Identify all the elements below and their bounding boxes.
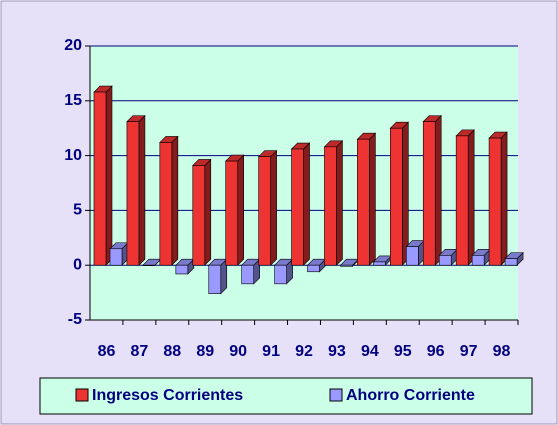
bar-front <box>109 248 123 266</box>
bar-side <box>467 129 475 266</box>
x-tick-label: 93 <box>328 343 346 360</box>
bar <box>192 158 212 266</box>
bar-side <box>303 142 310 266</box>
y-tick-label: 15 <box>64 92 82 109</box>
bar-front <box>142 264 156 267</box>
bar-front <box>93 91 107 266</box>
legend-swatch <box>75 388 89 402</box>
x-tick-label: 89 <box>196 343 214 360</box>
bar-front <box>422 121 436 266</box>
bar-side <box>434 114 442 266</box>
bar-front <box>241 264 254 285</box>
bar <box>405 239 426 266</box>
bar-side <box>105 85 113 266</box>
bar-side <box>204 158 212 266</box>
x-tick-label: 95 <box>394 343 412 360</box>
x-tick-label: 87 <box>130 343 148 360</box>
bar-side <box>270 149 277 266</box>
bar <box>109 242 129 266</box>
bar-front <box>471 255 485 266</box>
bar-front <box>208 264 222 294</box>
bar-front <box>406 246 419 266</box>
y-tick-label: 20 <box>64 37 82 54</box>
bar <box>126 114 146 266</box>
bar-front <box>291 148 304 266</box>
bar-front <box>225 160 238 266</box>
x-tick-label: 97 <box>460 343 478 360</box>
bar <box>290 142 311 266</box>
bar-front <box>373 261 386 266</box>
bar <box>159 135 179 266</box>
x-tick-label: 96 <box>427 343 445 360</box>
x-tick-label: 91 <box>262 343 280 360</box>
bar-front <box>438 255 452 266</box>
bar <box>323 140 344 266</box>
bar <box>240 258 261 285</box>
bar <box>504 251 524 266</box>
bar <box>93 85 113 266</box>
bar <box>372 255 393 266</box>
bar-front <box>390 127 403 266</box>
bar-side <box>369 132 376 266</box>
y-tick-label: 5 <box>73 202 82 219</box>
x-tick-label: 92 <box>295 343 313 360</box>
bar <box>257 149 278 266</box>
bar-front <box>126 121 140 266</box>
legend-swatch <box>329 388 343 402</box>
bar <box>422 114 442 266</box>
bar-side <box>171 135 179 266</box>
bar <box>224 154 245 266</box>
bar-front <box>324 146 337 266</box>
bar <box>389 121 410 266</box>
legend-label: Ingresos Corrientes <box>92 387 243 404</box>
bar-front <box>504 258 518 266</box>
bar <box>208 258 228 295</box>
legend <box>39 377 533 415</box>
bar <box>471 248 491 266</box>
bar-front <box>175 264 189 275</box>
x-tick-label: 94 <box>361 343 379 360</box>
bar-front <box>258 156 271 266</box>
bar <box>273 258 294 285</box>
bar <box>356 132 377 266</box>
bar-side <box>237 154 244 266</box>
x-tick-label: 88 <box>163 343 181 360</box>
legend-label: Ahorro Corriente <box>346 387 475 404</box>
x-tick-label: 86 <box>98 343 116 360</box>
bar <box>175 258 195 275</box>
y-tick-label: 0 <box>73 256 82 273</box>
bar-front <box>340 264 353 267</box>
bar-side <box>500 131 508 266</box>
bar-front <box>192 165 206 266</box>
bar-front <box>159 142 173 266</box>
y-tick-label: 10 <box>64 147 82 164</box>
x-tick-label: 90 <box>229 343 247 360</box>
bar-side <box>402 121 409 266</box>
bar-side <box>138 114 146 266</box>
bar-front <box>274 264 287 285</box>
y-tick-label: -5 <box>68 311 82 328</box>
bar-front <box>357 138 370 266</box>
bar <box>455 129 475 266</box>
bar-side <box>336 140 343 266</box>
bar <box>488 131 508 266</box>
bar-front <box>455 135 469 266</box>
bar-front <box>307 264 320 273</box>
x-tick-label: 98 <box>493 343 511 360</box>
bar-front <box>488 137 502 266</box>
